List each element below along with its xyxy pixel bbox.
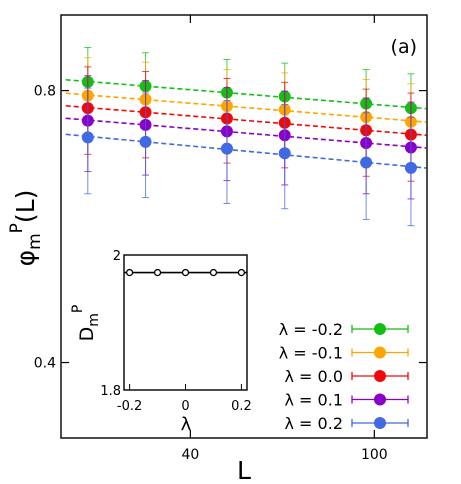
inset-plot-marks [124, 268, 247, 277]
y-tick-label: 0.4 [34, 356, 56, 372]
fit-line [65, 92, 427, 123]
series-group [65, 57, 427, 165]
series-group [65, 66, 427, 182]
y-axis-label-main: φ [11, 250, 40, 267]
inset-data-point [153, 268, 162, 277]
legend: λ = -0.2 λ = -0.1 λ = 0.0 λ = 0.1 λ = 0.2 [279, 320, 409, 433]
main-plot-frame [60, 14, 428, 439]
fit-line [65, 104, 427, 137]
fit-line [65, 133, 427, 169]
inset-y-axis-label-sup: P [70, 305, 86, 313]
data-point [360, 156, 373, 169]
inset-data-point [181, 268, 190, 277]
legend-label: λ = -0.1 [279, 344, 343, 363]
inset-x-tick-label: 0.2 [231, 399, 252, 414]
legend-marker [374, 346, 386, 359]
inset-axis-ticks: -0.2 0 0.2 1.8 2 [100, 249, 251, 414]
inset-frame [123, 254, 248, 391]
svg-text:φmP(L): φmP(L) [7, 190, 45, 267]
y-axis-label: φmP(L) [7, 190, 45, 267]
inset-x-tick-label: 0 [181, 399, 189, 414]
legend-item: λ = 0.0 [285, 367, 409, 386]
legend-item: λ = 0.2 [285, 414, 409, 433]
y-axis-label-tail: (L) [11, 190, 40, 223]
legend-marker [374, 323, 386, 335]
inset-x-tick-label: -0.2 [117, 399, 142, 414]
inset-y-axis-label-main: D [76, 327, 98, 342]
legend-label: λ = 0.0 [285, 367, 344, 386]
y-axis-label-sub: m [25, 233, 45, 250]
inset-y-tick-label: 2 [113, 249, 121, 264]
inset-data-point [125, 268, 134, 277]
main-axis-ticks: 40 100 0.4 0.8 [34, 15, 427, 463]
legend-marker [374, 370, 386, 382]
inset-data-point [209, 268, 218, 277]
fit-line [65, 78, 427, 110]
panel-label: (a) [391, 36, 417, 58]
data-point [278, 147, 291, 160]
y-axis-label-sup: P [7, 223, 27, 233]
data-point [220, 142, 233, 155]
y-tick-label: 0.8 [34, 84, 56, 100]
fit-line [65, 117, 427, 149]
data-point [404, 161, 417, 174]
inset-y-axis-label-sub: m [86, 313, 102, 327]
main-plot-marks [65, 46, 427, 227]
legend-label: λ = -0.2 [279, 320, 343, 339]
x-axis-label: L [237, 456, 251, 480]
svg-text:DmP: DmP [70, 305, 102, 342]
data-point [139, 135, 152, 148]
series-group [65, 87, 427, 227]
inset-y-axis-label: DmP [70, 305, 102, 342]
x-tick-label: 100 [361, 447, 388, 463]
data-point [81, 131, 94, 144]
legend-marker [374, 417, 386, 429]
legend-item: λ = -0.2 [279, 320, 409, 339]
legend-marker [374, 393, 386, 406]
legend-item: λ = -0.1 [279, 344, 409, 363]
x-tick-label: 40 [181, 447, 199, 463]
inset-y-tick-label: 1.8 [100, 384, 121, 399]
legend-label: λ = 0.2 [285, 414, 344, 433]
legend-item: λ = 0.1 [285, 391, 409, 410]
inset-x-axis-label: λ [181, 414, 192, 435]
inset-data-point [237, 268, 246, 277]
legend-label: λ = 0.1 [285, 391, 344, 410]
